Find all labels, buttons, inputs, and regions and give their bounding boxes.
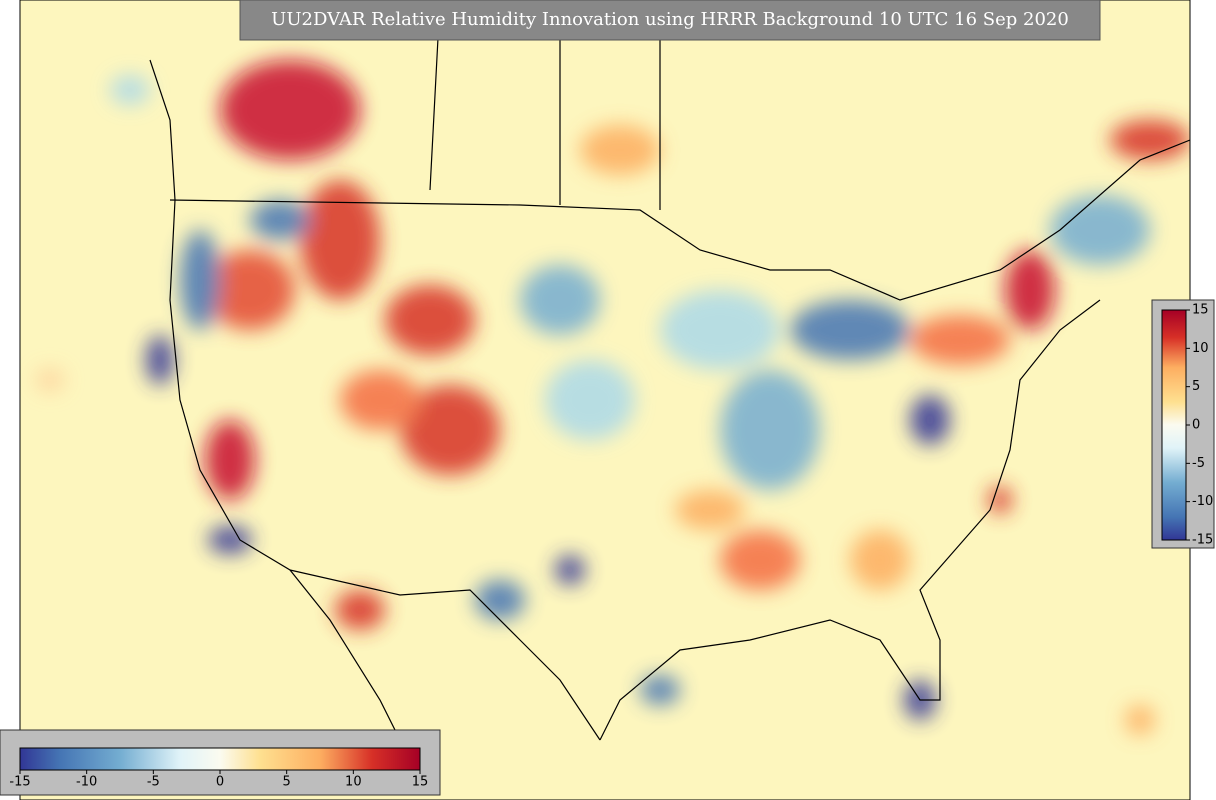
tick-label: 0 [216, 775, 224, 790]
bottom-colorbar [0, 729, 441, 796]
colorbar [19, 747, 421, 771]
tick-label: -15 [1192, 533, 1213, 548]
tick-label: 10 [345, 775, 362, 790]
tick-label: 0 [1192, 418, 1200, 433]
tick-label: 15 [412, 775, 429, 790]
tick-label: -5 [147, 775, 160, 790]
map-title: UU2DVAR Relative Humidity Innovation usi… [271, 9, 1069, 30]
tick-label: 5 [1192, 379, 1200, 394]
tick-label: 10 [1192, 341, 1209, 356]
colorbar [1161, 309, 1187, 541]
title-box [239, 0, 1101, 41]
tick-label: 15 [1192, 303, 1209, 318]
tick-label: -5 [1192, 456, 1205, 471]
map-field [20, 0, 1190, 800]
right-colorbar [1151, 299, 1215, 549]
tick-label: 5 [283, 775, 291, 790]
tick-label: -10 [1192, 494, 1213, 509]
tick-label: -10 [76, 775, 97, 790]
tick-label: -15 [9, 775, 30, 790]
